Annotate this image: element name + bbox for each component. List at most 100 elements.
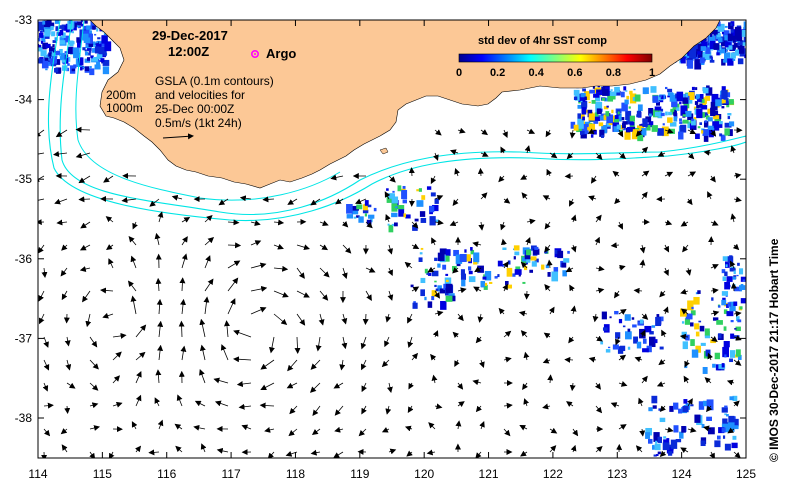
velocity-arrow: [595, 265, 605, 272]
sst-cell: [721, 86, 726, 91]
sst-cell: [726, 414, 729, 417]
sst-cell: [445, 279, 449, 283]
velocity-arrow: [157, 419, 164, 430]
sst-cell: [687, 95, 691, 101]
sst-cell: [416, 189, 419, 192]
sst-cell: [708, 35, 716, 44]
sst-cell: [92, 48, 96, 53]
sst-cell: [526, 249, 532, 256]
isobath-1000m: [47, 20, 746, 222]
velocity-arrow: [707, 352, 714, 361]
y-tick-label: -37: [15, 331, 33, 345]
sst-cell: [704, 328, 710, 336]
sst-cell: [607, 93, 614, 102]
velocity-arrow: [592, 313, 599, 323]
sst-cell: [613, 118, 619, 123]
velocity-arrow: [610, 242, 620, 249]
sst-cell: [750, 301, 753, 304]
sst-cell: [412, 302, 418, 309]
sst-cell: [705, 349, 711, 357]
velocity-arrow: [175, 445, 183, 453]
sst-cell: [38, 37, 41, 42]
velocity-arrow: [385, 213, 391, 223]
sst-cell: [585, 121, 591, 126]
sst-cell: [367, 204, 372, 208]
sst-cell: [726, 311, 734, 317]
sst-cell: [557, 250, 564, 259]
velocity-arrow: [595, 214, 602, 223]
velocity-arrow: [634, 356, 643, 363]
sst-cell: [629, 115, 635, 122]
velocity-arrow: [204, 278, 214, 292]
velocity-arrow: [526, 218, 536, 225]
velocity-arrow: [430, 353, 437, 361]
velocity-arrow: [595, 335, 603, 342]
sst-cell: [401, 189, 408, 200]
sst-cell: [613, 126, 620, 132]
velocity-arrow: [387, 267, 393, 277]
sst-cell: [733, 425, 739, 430]
velocity-arrow: [43, 402, 54, 409]
sst-cell: [66, 67, 70, 72]
sst-cell: [728, 99, 734, 105]
sst-cell: [695, 94, 701, 100]
sst-cell: [588, 123, 596, 133]
sst-cell: [726, 102, 730, 108]
x-tick-label: 124: [672, 467, 692, 481]
velocity-arrow: [480, 129, 489, 136]
sst-cell: [703, 121, 709, 128]
sst-cell: [739, 306, 743, 310]
velocity-arrow: [477, 167, 484, 177]
sst-cell: [652, 95, 659, 103]
sst-cell: [706, 416, 712, 421]
sst-cell: [658, 95, 664, 101]
velocity-arrow: [663, 244, 670, 253]
sst-cell: [662, 123, 665, 126]
velocity-arrow: [42, 382, 49, 392]
velocity-arrow: [543, 332, 551, 339]
sst-cell: [466, 254, 471, 262]
sst-cell: [655, 454, 659, 457]
sst-cell: [669, 405, 674, 412]
sst-cell: [744, 53, 746, 59]
sst-cell: [694, 414, 701, 423]
sst-cell: [588, 113, 595, 121]
sst-cell: [654, 111, 661, 117]
sst-cell: [650, 86, 657, 93]
velocity-arrow: [319, 290, 329, 301]
sst-cell: [627, 328, 631, 332]
sst-cell: [410, 284, 414, 288]
sst-cell: [431, 270, 439, 277]
velocity-arrow: [687, 426, 697, 433]
velocity-arrow: [78, 196, 91, 203]
sst-cell: [710, 101, 718, 111]
velocity-arrow: [227, 277, 239, 292]
sst-cell: [682, 97, 689, 104]
velocity-arrow: [588, 356, 597, 363]
sst-cell: [737, 354, 742, 360]
sst-cell: [649, 331, 654, 335]
velocity-arrow: [502, 283, 508, 292]
sst-cell: [434, 280, 437, 283]
sst-cell: [633, 88, 636, 91]
sst-cell: [41, 58, 49, 69]
velocity-arrow: [64, 405, 71, 415]
sst-cell: [690, 322, 694, 327]
velocity-arrow: [407, 313, 413, 324]
velocity-arrow: [449, 149, 459, 156]
sst-cell: [615, 332, 621, 339]
sst-cell: [41, 35, 46, 42]
sst-cell: [468, 266, 472, 271]
sst-cell: [38, 21, 44, 31]
velocity-arrow: [135, 324, 147, 338]
sst-cell: [84, 20, 88, 24]
velocity-arrow: [79, 266, 91, 272]
sst-cell: [424, 268, 428, 274]
velocity-arrow: [204, 236, 215, 246]
velocity-arrow: [679, 333, 689, 340]
velocity-arrow: [687, 171, 697, 178]
sst-cell: [724, 25, 728, 28]
sst-cell: [445, 295, 453, 302]
sst-cell: [721, 363, 725, 368]
velocity-arrow: [273, 243, 284, 250]
